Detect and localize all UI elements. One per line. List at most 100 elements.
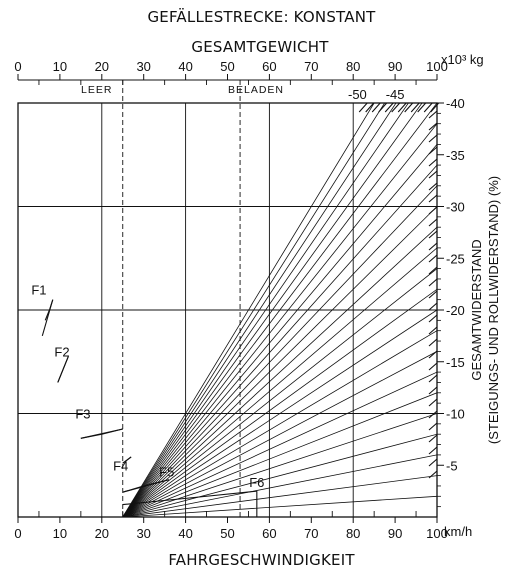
hatch-right-28 <box>428 446 438 455</box>
hatch-right-27 <box>428 434 438 443</box>
gear-label-f2: F2 <box>54 345 69 360</box>
y-tick-label-30: -30 <box>446 200 465 215</box>
hatch-right-19 <box>428 338 438 347</box>
hatch-top-2 <box>371 102 381 113</box>
resistance-line-6 <box>122 454 437 517</box>
gear-drop-2 <box>80 428 123 439</box>
hatch-right-1 <box>428 122 438 131</box>
resistance-line-8 <box>122 433 437 517</box>
resistance-line-20 <box>122 309 437 517</box>
top-axis-label: GESAMTGEWICHT <box>191 38 329 56</box>
hatch-right-20 <box>428 350 438 359</box>
resistance-line-42 <box>122 103 423 517</box>
y-tick-label-25: -25 <box>446 251 465 266</box>
hatch-right-0 <box>428 110 438 119</box>
resistance-line-24 <box>122 268 437 517</box>
hatch-right-26 <box>428 422 438 431</box>
gear-label-f1: F1 <box>31 282 46 297</box>
hatch-right-8 <box>428 206 438 215</box>
hatch-top-3 <box>378 102 388 113</box>
gear-drop-1 <box>57 356 69 383</box>
hatch-right-12 <box>428 254 438 263</box>
x-axis-unit: km/h <box>444 524 473 539</box>
hatch-right-24 <box>428 398 438 407</box>
resistance-line-4 <box>122 475 437 517</box>
resistance-line-36 <box>122 144 437 517</box>
x-tick-label-30: 30 <box>136 526 150 541</box>
hatch-top-8 <box>410 102 420 113</box>
hatch-top-11 <box>430 102 440 113</box>
resistance-line-22 <box>122 288 437 517</box>
corner-label-1: -45 <box>386 87 405 102</box>
resistance-line-46 <box>122 103 397 517</box>
top-axis-unit: x10³ kg <box>441 52 484 67</box>
hatch-right-5 <box>428 170 438 179</box>
top-tick-label-0: 0 <box>14 59 21 74</box>
resistance-line-48 <box>122 103 386 517</box>
y-tick-label-5: -5 <box>446 458 458 473</box>
x-tick-label-50: 50 <box>220 526 234 541</box>
x-tick-label-20: 20 <box>95 526 109 541</box>
hatch-right-3 <box>428 146 438 155</box>
resistance-lines <box>122 103 437 517</box>
top-tick-label-60: 60 <box>262 59 276 74</box>
resistance-line-16 <box>122 351 437 517</box>
hatch-right-9 <box>428 218 438 227</box>
empty-weight-label: LEER <box>81 84 113 96</box>
top-tick-label-50: 50 <box>220 59 234 74</box>
resistance-line-50 <box>122 103 375 517</box>
chart-title: GEFÄLLESTRECKE: KONSTANT <box>147 8 376 26</box>
hatch-right-21 <box>428 362 438 371</box>
x-tick-label-0: 0 <box>14 526 21 541</box>
gear-label-f5: F5 <box>159 465 174 480</box>
hatch-right-22 <box>428 374 438 383</box>
hatch-top-0 <box>358 102 368 113</box>
hatch-top-6 <box>397 102 407 113</box>
hatch-top-4 <box>384 102 394 113</box>
hatch-right-4 <box>428 158 438 167</box>
top-tick-label-20: 20 <box>95 59 109 74</box>
hatch-right-16 <box>428 302 438 311</box>
hatch-right-15 <box>428 290 438 299</box>
x-tick-label-10: 10 <box>53 526 67 541</box>
top-tick-label-40: 40 <box>178 59 192 74</box>
x-tick-label-80: 80 <box>346 526 360 541</box>
y-tick-label-10: -10 <box>446 407 465 422</box>
hatch-right-14 <box>428 278 438 287</box>
hatch-right-17 <box>428 314 438 323</box>
hatch-right-11 <box>428 242 438 251</box>
hatch-top-1 <box>365 102 375 113</box>
top-tick-label-70: 70 <box>304 59 318 74</box>
resistance-line-2 <box>122 495 437 517</box>
hatch-top-7 <box>404 102 414 113</box>
resistance-line-44 <box>122 103 409 517</box>
resistance-line-18 <box>122 330 437 517</box>
hatch-right-30 <box>428 470 438 479</box>
resistance-line-34 <box>122 164 437 517</box>
gear-drop-0 <box>41 299 54 337</box>
hatch-right-2 <box>428 134 438 143</box>
y-tick-label-35: -35 <box>446 148 465 163</box>
gear-label-f3: F3 <box>75 407 90 422</box>
hatch-top-5 <box>391 102 401 113</box>
hatch-right-23 <box>428 386 438 395</box>
top-tick-label-30: 30 <box>136 59 150 74</box>
y-tick-label-40: -40 <box>446 96 465 111</box>
resistance-line-26 <box>122 247 437 517</box>
loaded-weight-label: BELADEN <box>228 84 285 96</box>
corner-label-0: -50 <box>348 87 367 102</box>
gear-label-f6: F6 <box>249 475 264 490</box>
x-tick-label-100: 100 <box>426 526 448 541</box>
y-tick-label-20: -20 <box>446 303 465 318</box>
x-tick-label-90: 90 <box>388 526 402 541</box>
resistance-line-40 <box>122 103 437 517</box>
y-tick-label-15: -15 <box>446 355 465 370</box>
resistance-line-12 <box>122 392 437 517</box>
hatch-top-9 <box>417 102 427 113</box>
top-tick-label-10: 10 <box>53 59 67 74</box>
resistance-line-38 <box>122 123 437 517</box>
gear-curve-f6 <box>122 490 257 506</box>
x-axis-label: FAHRGESCHWINDIGKEIT <box>168 551 355 569</box>
resistance-line-14 <box>122 371 437 517</box>
